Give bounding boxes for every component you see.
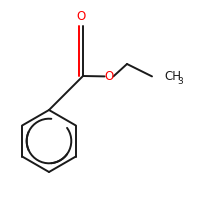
Text: CH: CH [164,70,181,83]
Text: 3: 3 [178,77,183,86]
Text: O: O [104,70,114,83]
Text: O: O [76,10,85,23]
